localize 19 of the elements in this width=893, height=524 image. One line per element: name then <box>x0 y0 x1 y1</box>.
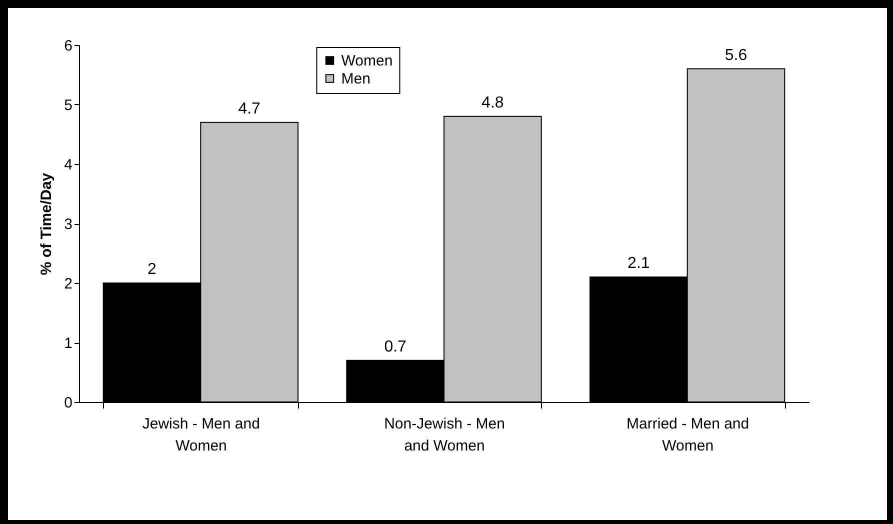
x-tick-label: Non-Jewish - Men and Women <box>384 416 505 454</box>
legend-label: Women <box>341 52 393 70</box>
y-tick-label: 0 <box>64 394 72 412</box>
y-tick-label: 3 <box>64 216 72 233</box>
y-tick-label: 5 <box>64 97 72 114</box>
x-tick-label: Jewish - Men and Women <box>142 416 260 454</box>
data-label: 5.6 <box>724 46 748 64</box>
data-label: 2.1 <box>628 255 650 272</box>
y-tick-label: 1 <box>64 335 72 352</box>
data-label: 4.7 <box>238 100 261 118</box>
data-label: 2 <box>148 261 157 278</box>
y-tick-label: 6 <box>64 38 72 54</box>
legend-label: Men <box>341 70 370 88</box>
data-label: 4.8 <box>482 94 504 112</box>
x-tick-label: Married - Men and Women <box>626 416 750 454</box>
y-axis-title: % of Time/Day <box>38 172 56 276</box>
y-tick-label: 2 <box>64 276 72 292</box>
y-tick-label: 4 <box>64 156 72 174</box>
data-label: 0.7 <box>384 338 407 356</box>
